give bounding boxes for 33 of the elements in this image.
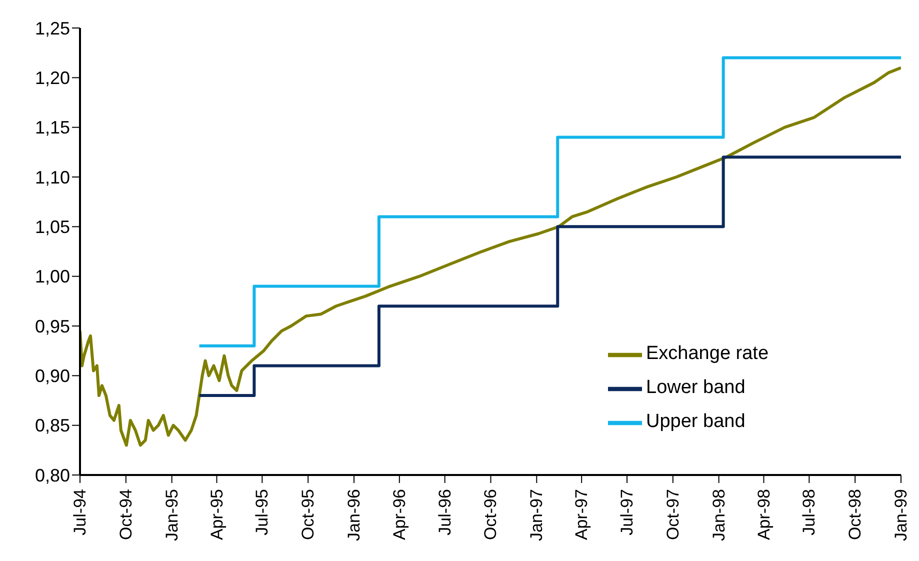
x-tick-label: Jan-96 (344, 489, 364, 541)
x-tick-label: Jan-99 (892, 489, 910, 541)
x-tick-label: Apr-97 (572, 489, 592, 540)
x-tick-label: Oct-94 (116, 489, 136, 540)
x-tick-label: Jul-98 (800, 489, 819, 536)
y-tick-label: 0,85 (34, 416, 70, 436)
y-tick-label: 0,80 (34, 465, 70, 486)
x-tick-label: Jul-95 (252, 489, 272, 536)
x-tick-label: Oct-97 (663, 489, 682, 540)
y-tick-label: 1,10 (34, 167, 70, 188)
x-tick-label: Jan-97 (527, 489, 546, 541)
x-tick-label: Apr-98 (754, 489, 774, 540)
line-series (80, 66, 901, 447)
x-tick-label: Jan-98 (709, 489, 728, 541)
y-tick-label: 1,05 (34, 217, 70, 238)
y-tick-label: 0,95 (34, 316, 70, 336)
y-tick-label: 0,90 (34, 366, 70, 386)
y-tick-label: 1,00 (34, 266, 70, 287)
legend-label: Lower band (646, 377, 746, 398)
x-tick-label: Jul-96 (435, 489, 454, 536)
x-tick-label: Oct-96 (481, 489, 500, 540)
y-tick-label: 1,15 (34, 118, 70, 138)
x-tick-label: Oct-98 (846, 489, 865, 540)
x-tick-label: Jul-94 (70, 489, 90, 536)
legend-label: Upper band (646, 411, 746, 432)
x-tick-label: Apr-95 (207, 489, 226, 540)
legend-label: Exchange rate (646, 343, 769, 364)
x-tick-label: Jul-97 (618, 489, 636, 536)
x-tick-label: Oct-95 (298, 489, 318, 540)
y-tick-label: 1,25 (34, 18, 70, 38)
x-tick-label: Jan-95 (162, 489, 182, 541)
y-tick-label: 1,20 (34, 68, 70, 88)
x-tick-label: Apr-96 (390, 489, 409, 540)
